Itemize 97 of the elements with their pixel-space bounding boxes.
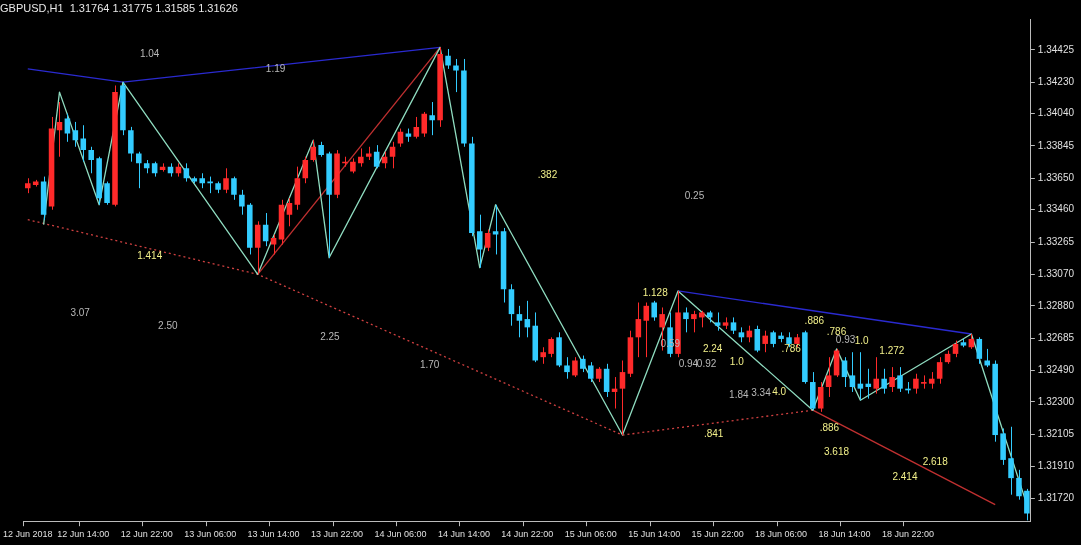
candlestick <box>445 48 451 70</box>
annotation: 0.59 <box>660 338 681 350</box>
y-tick-label: 1.34425 <box>1037 43 1075 55</box>
x-tick-label: 18 Jun 14:00 <box>818 529 871 540</box>
candlestick <box>643 302 650 358</box>
y-tick-label: 1.33845 <box>1037 139 1075 151</box>
annotation: 1.84 <box>729 389 749 401</box>
y-tick-label: 1.34230 <box>1037 75 1075 87</box>
annotation: 1.19 <box>265 63 286 75</box>
candlestick <box>873 356 879 395</box>
candlestick <box>572 356 578 378</box>
x-tick-label: 18 Jun 06:00 <box>755 529 808 540</box>
candlestick <box>802 330 808 385</box>
candlestick <box>683 306 689 333</box>
annotation: 1.70 <box>419 359 440 371</box>
candlestick <box>810 371 816 411</box>
candlestick <box>247 202 253 255</box>
annotation: .382 <box>537 168 558 180</box>
annotation: 2.414 <box>892 471 918 483</box>
candlestick <box>992 359 998 443</box>
x-tick-label: 15 Jun 14:00 <box>628 529 681 540</box>
candlestick <box>104 181 110 206</box>
y-tick-label: 1.32880 <box>1037 299 1075 311</box>
candlestick <box>580 355 586 373</box>
candlestick <box>770 330 776 348</box>
annotation: 1.414 <box>137 249 163 261</box>
annotation: .786 <box>781 342 802 354</box>
y-tick-label: 1.33070 <box>1037 268 1075 280</box>
candlestick <box>421 111 428 138</box>
annotation: 3.07 <box>70 307 91 319</box>
x-tick-label: 12 Jun 14:00 <box>57 529 110 540</box>
candlestick <box>1008 426 1014 496</box>
x-tick-label: 15 Jun 06:00 <box>564 529 617 540</box>
annotation: 1.0 <box>854 334 870 346</box>
candlestick <box>318 141 324 158</box>
x-tick-label: 18 Jun 22:00 <box>881 529 934 540</box>
candlestick <box>897 366 903 393</box>
y-tick-label: 1.31720 <box>1037 491 1075 503</box>
x-tick-label: 14 Jun 22:00 <box>501 529 554 540</box>
candlestick <box>326 151 332 259</box>
y-tick-label: 1.34040 <box>1037 107 1075 119</box>
annotation: 1.128 <box>642 286 669 298</box>
annotation: 2.618 <box>922 455 949 467</box>
candlestick <box>231 176 237 201</box>
candlestick <box>350 157 356 174</box>
annotation: 1.04 <box>139 48 160 60</box>
annotation: 2.50 <box>158 320 178 332</box>
candlestick <box>889 366 895 393</box>
candlestick <box>564 356 570 380</box>
candlestick <box>913 373 919 395</box>
annotation: .841 <box>703 427 724 439</box>
candlestick <box>120 81 126 136</box>
candlestick <box>223 167 229 194</box>
annotation: 1.0 <box>729 356 745 368</box>
candlestick <box>921 374 927 390</box>
x-tick-label: 14 Jun 06:00 <box>374 529 427 540</box>
annotation: 0.92 <box>696 358 717 370</box>
y-tick-label: 1.31910 <box>1037 460 1075 472</box>
candlestick <box>215 181 221 194</box>
annotation: 0.25 <box>684 190 705 202</box>
x-tick-label: 14 Jun 14:00 <box>437 529 490 540</box>
candlestick <box>437 46 443 128</box>
candlestick <box>96 156 102 206</box>
y-tick-label: 1.33650 <box>1037 172 1075 183</box>
candlestick <box>548 336 554 358</box>
y-tick-label: 1.32685 <box>1037 331 1075 343</box>
x-tick-label: 13 Jun 14:00 <box>247 529 300 540</box>
annotation: 4.0 <box>772 386 787 398</box>
candlestick <box>334 149 340 199</box>
candlestick <box>587 361 594 383</box>
annotation: 0.94 <box>678 358 699 370</box>
annotation: 3.618 <box>823 445 850 457</box>
x-tick-label: 15 Jun 22:00 <box>691 529 744 540</box>
annotation: .886 <box>804 315 825 327</box>
x-tick-label: 13 Jun 06:00 <box>184 529 237 540</box>
annotation: 2.25 <box>320 330 341 342</box>
x-tick-label: 13 Jun 22:00 <box>311 529 364 540</box>
y-tick-label: 1.32105 <box>1037 427 1075 439</box>
annotation: 2.24 <box>702 342 723 354</box>
candlestick <box>88 146 94 174</box>
candlestick <box>365 146 372 161</box>
y-tick-label: 1.32300 <box>1037 395 1075 407</box>
candlestick <box>1000 427 1006 466</box>
annotation: 3.34 <box>751 387 772 399</box>
candlestick <box>112 84 118 207</box>
x-tick-label: 12 Jun 22:00 <box>120 529 173 540</box>
candlestick <box>556 331 562 368</box>
annotation: 1.272 <box>879 344 905 356</box>
annotation: .886 <box>819 422 840 434</box>
chart-title: GBPUSD,H1 1.31764 1.31775 1.31585 1.31626 <box>0 1 238 14</box>
y-tick-label: 1.32490 <box>1037 364 1075 376</box>
y-tick-label: 1.33460 <box>1037 203 1075 215</box>
candlestick <box>469 136 475 237</box>
candlestick <box>881 368 887 395</box>
x-tick-label: 12 Jun 2018 <box>3 529 53 540</box>
candlestick <box>136 151 142 189</box>
y-tick-label: 1.33265 <box>1037 235 1075 247</box>
